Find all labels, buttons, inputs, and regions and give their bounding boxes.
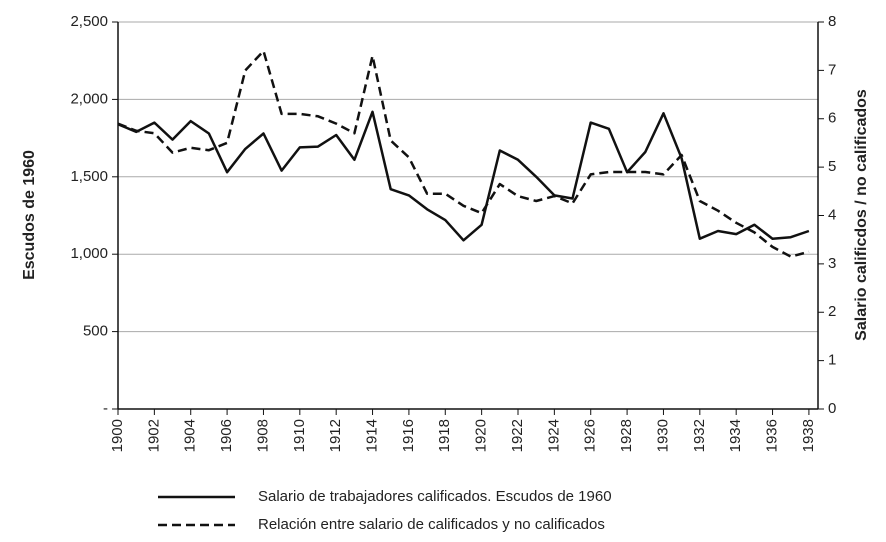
- x-tick-label: 1918: [436, 419, 453, 452]
- legend-label: Salario de trabajadores calificados. Esc…: [258, 488, 612, 505]
- x-tick-label: 1922: [509, 419, 526, 452]
- x-tick-label: 1912: [327, 419, 344, 452]
- y-tick-label: -: [103, 400, 108, 417]
- y-tick-label: 500: [83, 323, 108, 340]
- x-tick-label: 1904: [182, 419, 199, 452]
- x-tick-label: 1928: [618, 419, 635, 452]
- series-line: [117, 110, 810, 242]
- y2-axis-title: Salario calificdos / no calificados: [853, 89, 870, 341]
- y-axis-title: Escudos de 1960: [21, 150, 38, 280]
- y-tick-label: 1,000: [70, 245, 108, 262]
- y2-tick-label: 7: [828, 61, 836, 78]
- x-tick-label: 1924: [545, 419, 562, 452]
- y2-tick-label: 2: [828, 303, 836, 320]
- x-tick-label: 1930: [654, 419, 671, 452]
- x-tick-label: 1910: [291, 419, 308, 452]
- y-tick-label: 2,500: [70, 13, 108, 30]
- x-tick-label: 1902: [145, 419, 162, 452]
- x-tick-label: 1936: [764, 419, 781, 452]
- y-tick-label: 2,000: [70, 90, 108, 107]
- y2-tick-label: 4: [828, 206, 836, 223]
- y2-tick-label: 8: [828, 13, 836, 30]
- legend-label: Relación entre salario de calificados y …: [258, 516, 605, 533]
- x-tick-label: 1932: [691, 419, 708, 452]
- x-tick-label: 1906: [218, 419, 235, 452]
- y2-tick-label: 1: [828, 352, 836, 369]
- y2-tick-label: 5: [828, 158, 836, 175]
- x-tick-label: 1916: [400, 419, 417, 452]
- y2-tick-label: 6: [828, 110, 836, 127]
- x-tick-label: 1920: [473, 419, 490, 452]
- x-tick-label: 1934: [727, 419, 744, 452]
- y2-tick-label: 0: [828, 400, 836, 417]
- x-tick-label: 1900: [109, 419, 126, 452]
- x-tick-label: 1926: [582, 419, 599, 452]
- series-line: [117, 49, 810, 258]
- x-tick-label: 1908: [254, 419, 271, 452]
- x-tick-label: 1914: [364, 419, 381, 452]
- y2-tick-label: 3: [828, 255, 836, 272]
- x-tick-label: 1938: [800, 419, 817, 452]
- y-tick-label: 1,500: [70, 168, 108, 185]
